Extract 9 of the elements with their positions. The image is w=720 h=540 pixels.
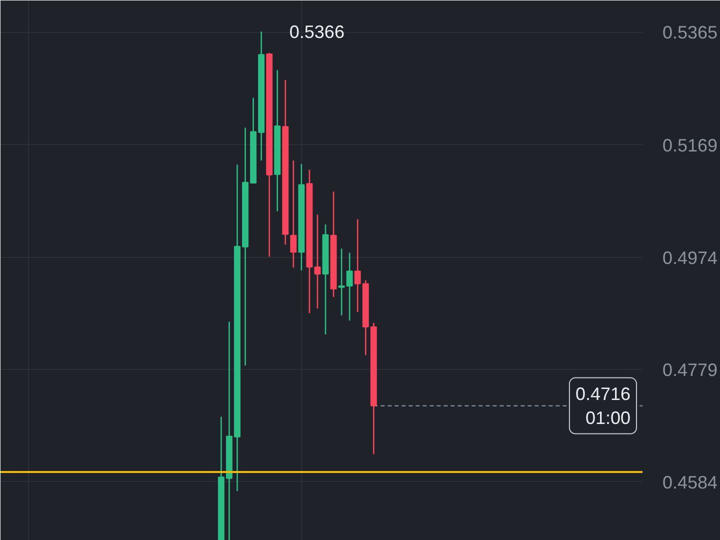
y-tick-label: 0.4779 bbox=[662, 360, 718, 380]
ref-line-label: 0.4716 01:00 bbox=[575, 384, 631, 428]
y-tick-label: 0.5169 bbox=[662, 136, 718, 156]
y-tick-label: 0.4974 bbox=[662, 248, 718, 268]
candlestick bbox=[290, 160, 297, 268]
annotation: 0.5366 bbox=[289, 22, 344, 42]
y-tick-label: 0.5365 bbox=[662, 22, 718, 43]
y-tick-label: 0.4584 bbox=[662, 472, 718, 492]
candlestick bbox=[314, 214, 321, 310]
